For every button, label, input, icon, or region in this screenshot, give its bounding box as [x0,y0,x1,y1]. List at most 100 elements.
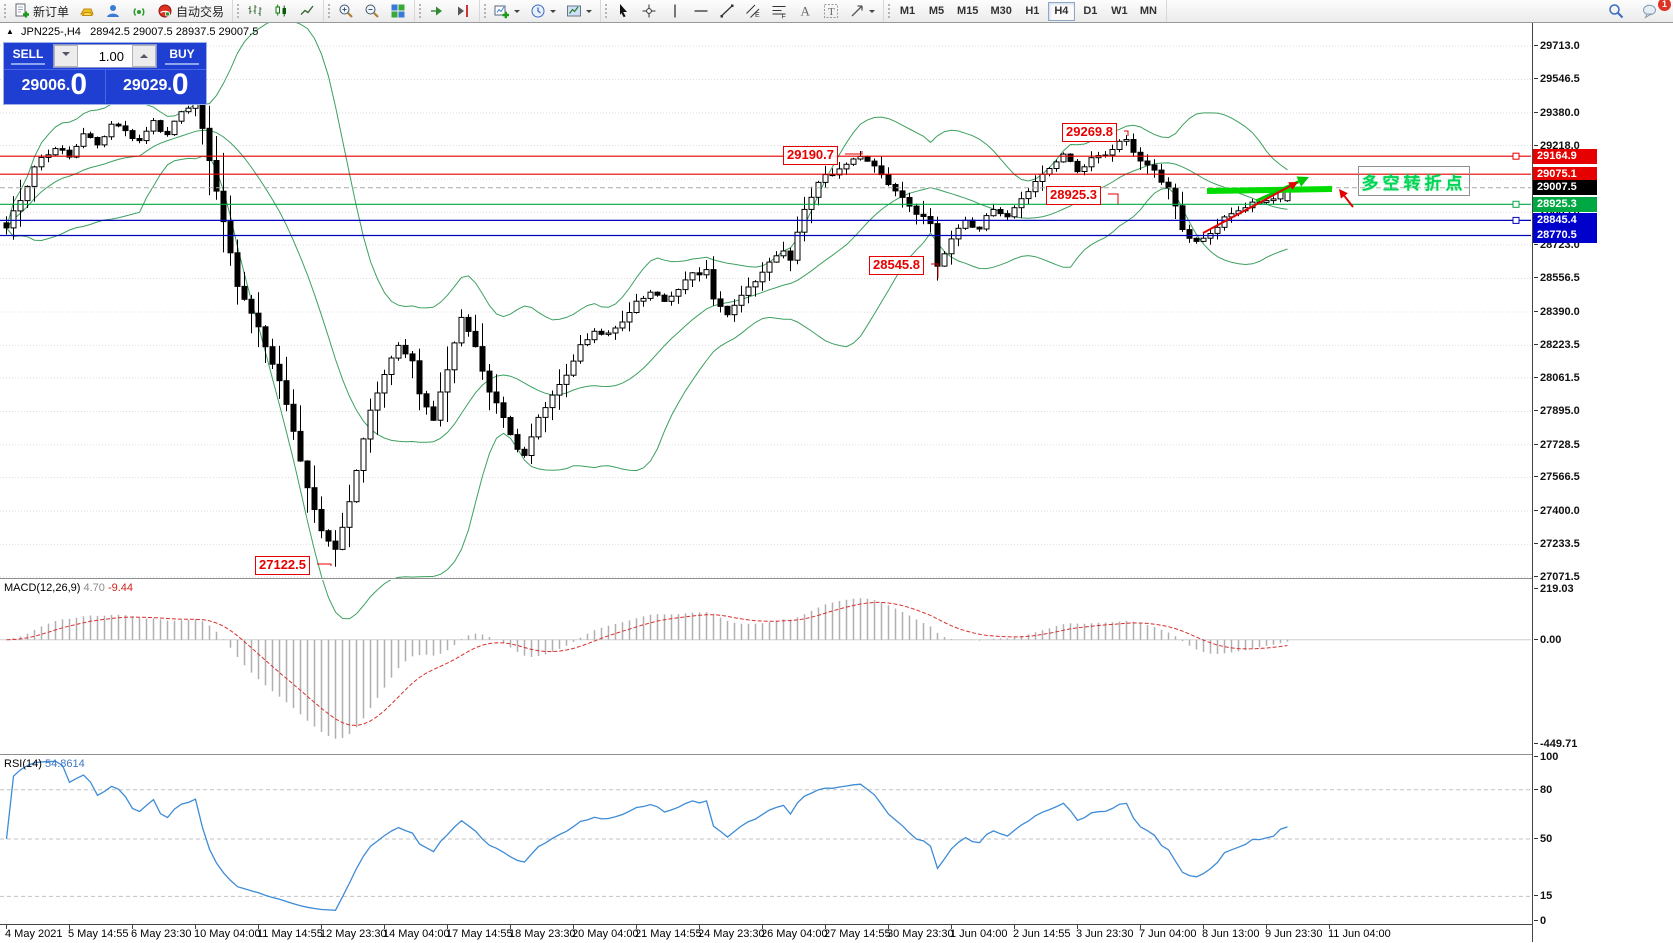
price-callout[interactable]: 28925.3 [1046,186,1101,205]
dropdown-caret [514,10,521,16]
macd-signal-value: -9.44 [107,582,134,594]
time-label: 9 Jun 23:30 [1265,928,1323,940]
bar-chart-type-button[interactable] [243,1,267,21]
price-callout[interactable]: 27122.5 [255,556,310,575]
timeframe-h1[interactable]: H1 [1019,2,1046,21]
period-button[interactable] [526,1,560,21]
tile-windows-button[interactable] [386,1,410,21]
line-chart-type-button[interactable] [295,1,319,21]
buy-button[interactable]: BUY [158,43,206,69]
time-label: 7 Jun 04:00 [1139,928,1197,940]
drawing-objects[interactable] [1202,176,1354,234]
chart-shift-button[interactable] [451,1,475,21]
price-tag: 28845.4 [1533,212,1597,228]
time-label: 14 May 04:00 [383,928,450,940]
price-tag: 28925.3 [1533,196,1597,212]
text-label-icon: T [824,4,839,18]
line-chart-icon [300,5,314,15]
price-tick-label: 28223.5 [1534,339,1580,352]
timeframe-m30[interactable]: M30 [985,2,1016,21]
time-label: 26 May 04:00 [761,928,828,940]
toolbar-grip [605,4,608,18]
crosshair-button[interactable] [637,1,661,21]
price-callout[interactable]: 29269.8 [1062,123,1117,142]
volume-value[interactable]: 1.00 [98,48,124,64]
zoom-out-button[interactable] [360,1,384,21]
gold-ingot-icon [80,8,94,16]
fibonacci-button[interactable]: F [767,1,791,21]
time-label: 20 May 04:00 [572,928,639,940]
new-chart-button[interactable] [490,1,524,21]
sell-button[interactable]: SELL [4,43,52,69]
toolbar: 新订单 自动交易 [0,0,1673,23]
arrows-button[interactable] [845,1,879,21]
notification-badge[interactable]: 1 [1658,0,1671,11]
vertical-line-button[interactable] [663,1,687,21]
timeframe-mn[interactable]: MN [1135,2,1162,21]
time-tick [825,925,826,929]
price-callout[interactable]: 29190.7 [783,146,838,165]
sell-price[interactable]: 29006. 0 [4,70,106,103]
rsi-tick-label: 15 [1533,890,1553,903]
timeframe-h4[interactable]: H4 [1047,1,1075,21]
volume-increase-button[interactable] [132,45,156,67]
time-label: 4 May 2021 [5,928,63,940]
account-person-icon [107,5,120,17]
price-tag: 29164.9 [1533,148,1597,164]
template-button[interactable] [562,1,596,21]
channel-icon: E [746,4,760,19]
vertical-line-icon [674,4,676,18]
timeframe-w1[interactable]: W1 [1106,2,1133,21]
price-tick-label: 27400.0 [1534,504,1580,517]
cursor-icon [620,4,628,18]
clock-icon [531,4,545,18]
zoom-in-button[interactable] [334,1,358,21]
trendline-button[interactable] [715,1,739,21]
autotrade-button[interactable]: 自动交易 [153,1,228,21]
toolbar-grip [237,4,240,18]
timeframe-m5[interactable]: M5 [923,2,950,21]
chat-bubble-icon [1643,4,1656,19]
arrows-icon [851,5,863,17]
chart-shift-icon [458,5,469,17]
notifications-button[interactable] [1638,1,1662,21]
price-callout[interactable]: 28545.8 [869,256,924,275]
timeframe-m1[interactable]: M1 [894,2,921,21]
macd-histogram [12,598,1289,739]
dropdown-caret [586,10,593,16]
time-tick [6,925,7,929]
price-tag: 29007.5 [1533,180,1597,196]
text-button[interactable]: A [793,1,817,21]
chart-canvas[interactable] [0,22,1531,924]
panel-separator-macd[interactable] [0,578,1532,580]
search-button[interactable] [1604,1,1628,21]
candlestick-type-button[interactable] [269,1,293,21]
signals-button[interactable] [127,1,151,21]
svg-text:T: T [828,6,835,18]
auto-scroll-button[interactable] [425,1,449,21]
timeframe-d1[interactable]: D1 [1077,2,1104,21]
fibonacci-icon: F [772,6,786,19]
collapse-trade-panel-icon[interactable]: ▲ [6,27,14,36]
toolbar-grip [419,4,422,18]
panel-separator-rsi[interactable] [0,754,1532,756]
time-label: 11 May 14:55 [257,928,323,940]
time-tick [69,925,70,929]
horizontal-line-button[interactable] [689,1,713,21]
time-label: 6 May 23:30 [131,928,192,940]
horizontal-lines[interactable] [0,152,1531,237]
new-order-button[interactable]: 新订单 [10,1,73,21]
buy-price[interactable]: 29029. 0 [122,68,189,101]
timeframe-m15[interactable]: M15 [952,2,983,21]
accounts-button[interactable] [101,1,125,21]
macd-indicator-label: MACD(12,26,9) 4.70 -9.44 [4,582,134,594]
text-label-button[interactable]: T [819,1,843,21]
volume-decrease-button[interactable] [54,45,78,67]
annotation-note[interactable]: 多空转折点 [1358,166,1470,196]
market-watch-button[interactable] [75,1,99,21]
time-label: 21 May 14:55 [635,928,702,940]
cursor-button[interactable] [611,1,635,21]
equidistant-channel-button[interactable]: E [741,1,765,21]
price-axis[interactable]: 29713.029546.529380.029218.029051.528885… [1532,22,1673,942]
time-axis[interactable]: 4 May 2021 5 May 14:55 6 May 23:30 10 May 0… [0,924,1532,943]
